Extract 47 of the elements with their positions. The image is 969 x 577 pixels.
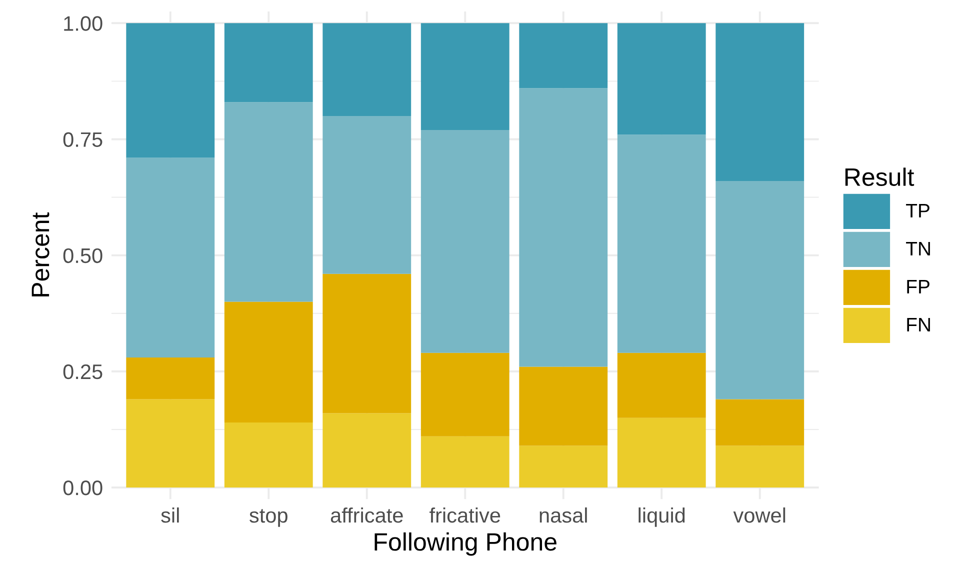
bar xyxy=(126,158,215,358)
y-tick-label: 0.25 xyxy=(63,364,102,380)
y-tick-label: 0.00 xyxy=(63,480,102,496)
legend-label: FP xyxy=(907,280,930,294)
bar xyxy=(126,357,215,400)
legend-label: TN xyxy=(906,242,930,256)
bar xyxy=(617,23,706,135)
bar xyxy=(126,399,215,488)
x-tick-label: stop xyxy=(250,509,288,527)
bar xyxy=(224,23,313,102)
bar xyxy=(716,399,804,446)
bar xyxy=(322,116,412,274)
y-axis-title: Percent xyxy=(32,212,50,296)
bar xyxy=(617,134,706,353)
bar xyxy=(519,23,608,88)
bar xyxy=(126,23,215,158)
bar xyxy=(322,23,412,116)
bar xyxy=(420,130,510,353)
bar xyxy=(224,302,313,422)
bar xyxy=(519,366,608,446)
bar xyxy=(224,102,313,302)
y-tick-label: 1.00 xyxy=(64,16,102,31)
bar xyxy=(617,418,706,488)
x-tick-label: sil xyxy=(161,507,179,523)
bar xyxy=(716,181,804,400)
legend-label: TP xyxy=(906,204,930,218)
bar xyxy=(617,352,706,418)
y-tick-label: 0.50 xyxy=(63,248,102,264)
bar xyxy=(519,446,608,488)
y-tick-label: 0.75 xyxy=(63,132,102,147)
x-tick-label: liquid xyxy=(638,507,685,527)
bar xyxy=(224,422,313,488)
legend-label: FN xyxy=(907,318,930,332)
legend-title: Result xyxy=(845,168,914,186)
x-tick-label: fricative xyxy=(430,507,500,523)
bar xyxy=(420,436,510,488)
bar xyxy=(322,413,412,488)
bar xyxy=(322,274,412,414)
bar xyxy=(519,88,608,367)
x-tick-label: vowel xyxy=(733,507,786,523)
bar xyxy=(716,23,804,182)
x-tick-label: affricate xyxy=(330,507,403,523)
bar xyxy=(420,23,510,130)
bar xyxy=(716,446,804,488)
bar xyxy=(420,352,510,436)
x-tick-label: nasal xyxy=(540,507,587,523)
x-axis-title: Following Phone xyxy=(374,532,556,556)
